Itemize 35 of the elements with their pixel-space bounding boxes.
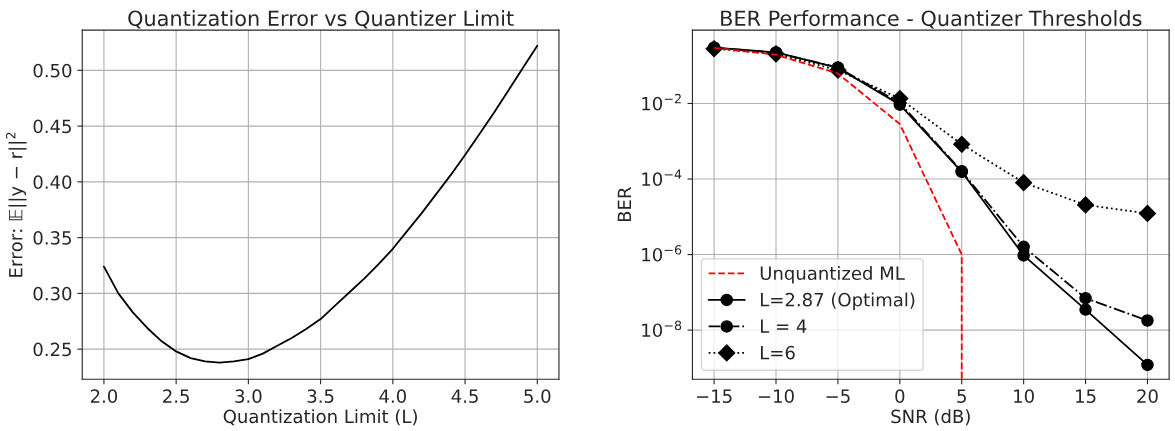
x-tick-label: −10: [758, 389, 794, 403]
x-tick-label: 3.5: [307, 389, 334, 403]
x-tick-label: 3.0: [235, 389, 262, 403]
x-tick-label: 10: [1014, 389, 1034, 403]
legend-label: Unquantized ML: [760, 266, 905, 284]
y-tick-label: 10$^{−4}$: [642, 169, 682, 186]
x-tick-label: 15: [1076, 389, 1096, 403]
y-tick-label: 10$^{−6}$: [642, 245, 682, 262]
x-tick-label: 0: [895, 389, 905, 403]
y-tick-label: 10$^{−8}$: [642, 320, 682, 338]
x-tick-label: 20: [1137, 389, 1158, 403]
legend-label: L = 4: [761, 319, 807, 333]
y-tick-label: 0.30: [33, 286, 72, 301]
x-tick-label: 2.5: [163, 389, 189, 403]
y-tick-label: 0.50: [33, 63, 72, 78]
legend-label: L=2.87 (Optimal): [761, 292, 915, 311]
x-tick-label: −5: [826, 389, 850, 403]
y-tick-label: 0.35: [33, 231, 71, 245]
x-tick-label: 5: [957, 389, 966, 403]
x-axis-title: Quantization Limit (L): [223, 409, 417, 426]
chart-title: BER Performance - Quantizer Thresholds: [721, 10, 1142, 29]
x-tick-label: 4.5: [451, 389, 478, 403]
y-axis-title: BER: [617, 187, 631, 222]
y-tick-label: 0.25: [33, 342, 71, 357]
y-tick-label: 0.45: [33, 119, 71, 134]
y-tick-label: 10$^{−2}$: [642, 93, 681, 111]
x-axis-title: SNR (dB): [891, 409, 970, 426]
legend-label: L=6: [761, 345, 795, 360]
x-tick-label: −15: [696, 389, 732, 403]
chart-title: Quantization Error vs Quantizer Limit: [128, 10, 514, 29]
x-tick-label: 5.0: [524, 389, 551, 403]
x-tick-label: 2.0: [90, 389, 118, 403]
x-tick-label: 4.0: [379, 389, 406, 403]
y-axis-title: Error: 𝔼||y − r||$^{2}$: [6, 132, 27, 277]
y-tick-label: 0.40: [33, 175, 72, 189]
